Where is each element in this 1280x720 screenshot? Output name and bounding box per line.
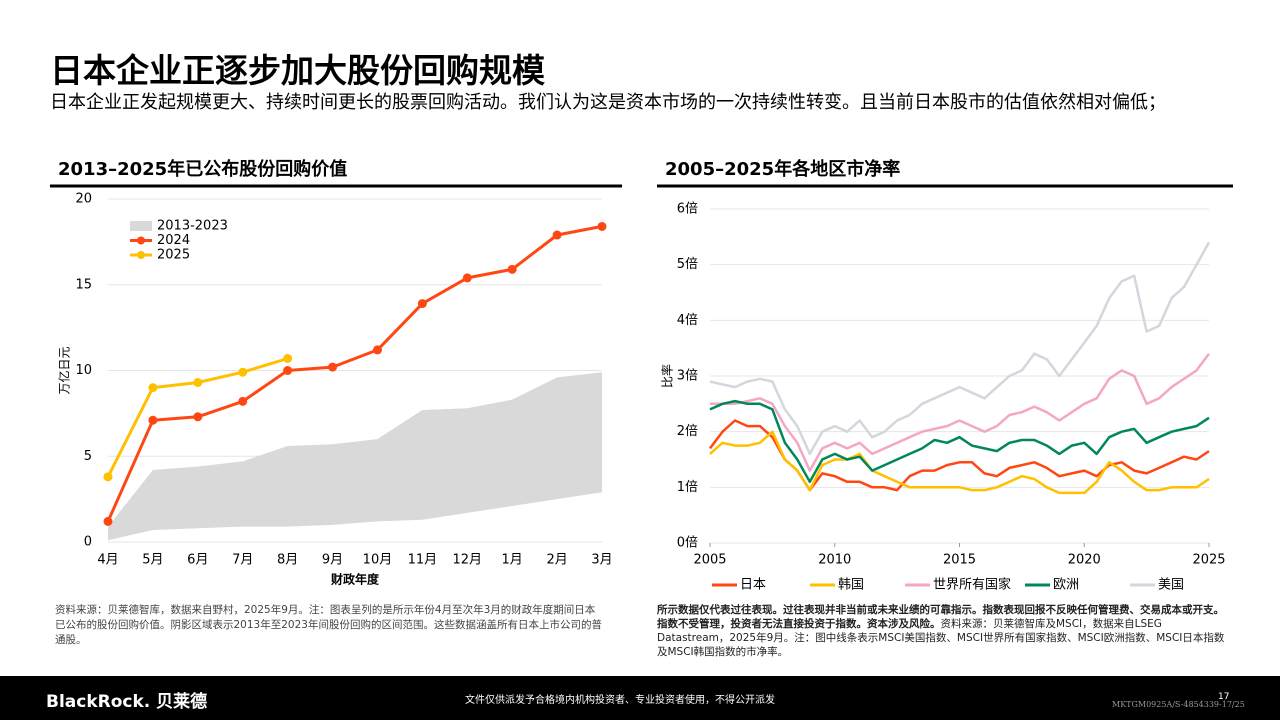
x-tick-label: 2025	[1192, 553, 1225, 568]
x-axis-label: 财政年度	[330, 572, 380, 587]
y-tick-label: 4倍	[677, 313, 698, 328]
disclaimer: 文件仅供派发予合格境内机构投资者、专业投资者使用，不得公开派发	[465, 695, 775, 706]
x-tick-label: 6月	[187, 553, 208, 568]
x-tick-label: 5月	[142, 553, 163, 568]
legend-label: 韩国	[838, 578, 864, 593]
page-title: 日本企业正逐步加大股份回购规模	[50, 51, 545, 90]
legend-marker	[137, 236, 145, 245]
marker	[283, 353, 293, 363]
brand: BlackRock. 贝莱德	[46, 692, 208, 712]
x-tick-label: 12月	[452, 553, 482, 568]
chart-title: 2013–2025年已公布股份回购价值	[58, 158, 347, 180]
y-tick-label: 0	[84, 535, 92, 550]
marker	[148, 383, 158, 393]
series-line	[709, 430, 1210, 495]
legend-label: 2024	[157, 233, 190, 248]
marker	[193, 412, 203, 422]
legend-label: 2025	[157, 248, 190, 263]
y-tick-label: 5倍	[677, 257, 698, 272]
marker	[283, 366, 293, 375]
marker	[193, 378, 203, 388]
marker	[148, 415, 158, 425]
x-tick-label: 2010	[818, 553, 851, 568]
page-number: 17	[1218, 692, 1230, 702]
chart-title: 2005–2025年各地区市净率	[665, 158, 900, 180]
legend-label: 世界所有国家	[933, 577, 1011, 593]
legend-marker	[137, 251, 145, 259]
legend-label: 美国	[1158, 578, 1184, 593]
x-tick-label: 4月	[97, 553, 118, 568]
y-tick-label: 3倍	[677, 369, 698, 384]
y-tick-label: 15	[75, 277, 92, 292]
legend-label: 2013-2023	[157, 219, 228, 234]
y-tick-label: 10	[75, 363, 92, 378]
x-tick-label: 10月	[363, 553, 393, 568]
y-tick-label: 6倍	[677, 202, 698, 217]
legend-swatch	[130, 221, 152, 231]
marker	[328, 362, 338, 372]
y-tick-label: 5	[84, 449, 92, 464]
x-tick-label: 3月	[591, 553, 612, 568]
footer: BlackRock. 贝莱德 文件仅供派发予合格境内机构投资者、专业投资者使用，…	[0, 676, 1280, 720]
marker	[552, 230, 562, 240]
subtitle: 日本企业正发起规模更大、持续时间更长的股票回购活动。我们认为这是资本市场的一次持…	[50, 92, 1166, 113]
y-axis-label: 比率	[660, 364, 675, 388]
x-tick-label: 9月	[322, 553, 343, 568]
legend-label: 日本	[740, 578, 766, 593]
range-band	[108, 372, 602, 541]
y-tick-label: 0倍	[677, 536, 698, 551]
y-axis-label: 万亿日元	[57, 346, 72, 394]
x-tick-label: 11月	[408, 553, 438, 568]
marker	[103, 516, 113, 526]
x-tick-label: 2月	[546, 553, 567, 568]
charts: 2013–2025年已公布股份回购价值 0 5 10 15 20 4月 5月 6月 7月 8月 9月 1…	[50, 158, 1233, 593]
y-tick-label: 20	[75, 192, 92, 207]
note-bold: 所示数据仅代表过往表现。过往表现并非当前或未来业绩的可靠指示。指数表现回报不反映…	[657, 604, 1224, 630]
note: 资料来源：贝莱德智库及MSCI，数据来自LSEG Datastream，2025…	[657, 618, 1225, 658]
doc-code: MKTGM0925A/S-4854339-17/25	[1112, 700, 1245, 709]
x-tick-label: 2015	[943, 553, 976, 568]
marker	[417, 299, 427, 309]
series-line	[710, 352, 1211, 472]
x-tick-label: 2020	[1068, 553, 1101, 568]
marker	[238, 396, 248, 406]
series-line	[709, 241, 1211, 456]
note-left: 资料来源：贝莱德智库，数据来自野村，2025年9月。注：图表呈列的是所示年份4月…	[55, 604, 602, 646]
marker	[238, 367, 248, 377]
y-tick-label: 2倍	[677, 424, 698, 439]
marker	[507, 264, 517, 274]
note-right: 所示数据仅代表过往表现。过往表现并非当前或未来业绩的可靠指示。指数表现回报不反映…	[657, 603, 1229, 659]
x-tick-label: 8月	[277, 553, 298, 568]
x-tick-label: 2005	[693, 553, 726, 568]
series-line	[708, 419, 1210, 492]
x-tick-label: 7月	[232, 553, 253, 568]
marker	[597, 221, 607, 231]
y-tick-label: 1倍	[677, 480, 698, 495]
marker	[103, 472, 113, 482]
x-tick-label: 1月	[502, 553, 523, 568]
legend-label: 欧洲	[1053, 578, 1079, 593]
marker	[462, 273, 472, 283]
series-line	[709, 399, 1210, 484]
series-line	[106, 224, 603, 523]
marker	[372, 345, 382, 355]
